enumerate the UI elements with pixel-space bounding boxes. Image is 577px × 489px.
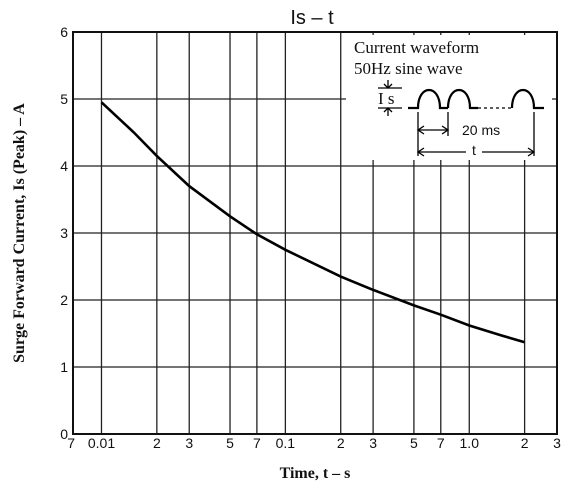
y-tick-label: 4: [60, 158, 68, 174]
t-label-bg: [466, 141, 482, 157]
y-tick-labels: 0 1 2 3 4 5 6: [60, 24, 68, 442]
x-tick-label: 3: [369, 435, 377, 451]
x-tick-label: 3: [553, 435, 561, 451]
sine-pulse-last: [510, 89, 544, 110]
y-tick-label: 5: [60, 91, 68, 107]
x-tick-label: 5: [226, 435, 234, 451]
is-arrow-up: [383, 107, 393, 116]
y-axis-label: Surge Forward Current, Is (Peak) – A: [11, 103, 28, 363]
plot-frame: [72, 31, 558, 435]
x-tick-label: 2: [521, 435, 529, 451]
is-label: I s: [378, 89, 395, 108]
sine-pulse-1: [408, 89, 448, 110]
y-tick-label: 2: [60, 292, 68, 308]
x-tick-label: 0.1: [276, 435, 296, 451]
x-tick-label: 7: [67, 435, 75, 451]
t-label: t: [472, 142, 476, 158]
chart-title: Is – t: [290, 7, 334, 29]
period-arrow: [416, 125, 450, 135]
x-tick-label: 3: [185, 435, 193, 451]
annotation-line1: Current waveform: [354, 38, 479, 57]
x-tick-label: 2: [337, 435, 345, 451]
x-tick-label: 7: [253, 435, 261, 451]
x-tick-label: 0.01: [88, 435, 115, 451]
is-arrow-down: [383, 80, 393, 89]
y-tick-label: 6: [60, 24, 68, 40]
x-tick-label: 2: [153, 435, 161, 451]
surge-current-curve: [100, 101, 525, 344]
x-tick-label: 1.0: [460, 435, 480, 451]
sine-pulse-2: [446, 89, 478, 110]
x-tick-label: 5: [410, 435, 418, 451]
period-label: 20 ms: [462, 122, 500, 138]
y-tick-label: 1: [60, 359, 68, 375]
y-tick-label: 0: [60, 426, 68, 442]
y-tick-label: 3: [60, 225, 68, 241]
waveform-annotation: Current waveform 50Hz sine wave I s 20 m…: [346, 35, 552, 160]
x-tick-labels: 7 0.01 2 3 5 7 0.1 2 3 5 7 1.0 2 3: [67, 435, 561, 451]
x-tick-label: 7: [437, 435, 445, 451]
x-axis-label: Time, t – s: [280, 465, 351, 482]
annotation-line2: 50Hz sine wave: [354, 59, 463, 78]
